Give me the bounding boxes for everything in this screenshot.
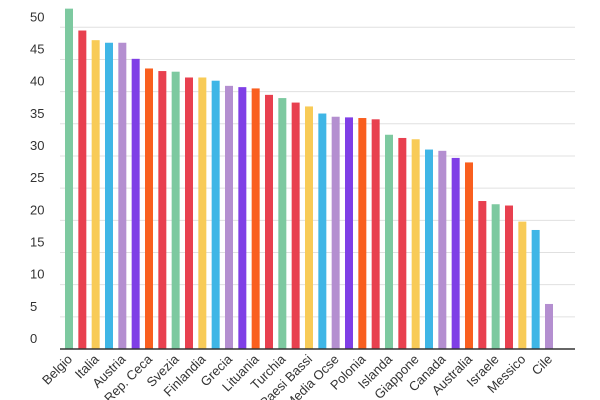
bar: [118, 42, 127, 349]
y-tick-label: 15: [30, 234, 44, 249]
y-tick-label: 20: [30, 202, 44, 217]
bar: [331, 116, 340, 349]
bar: [145, 68, 153, 349]
bar: [278, 98, 287, 349]
bar: [358, 118, 367, 349]
y-tick-label: 30: [30, 138, 44, 153]
bar: [345, 117, 353, 350]
bar: [211, 80, 220, 350]
bar: [425, 149, 433, 349]
bar: [411, 139, 420, 349]
bar: [291, 102, 300, 349]
bar: [478, 201, 487, 349]
bar: [451, 157, 460, 349]
bar: [131, 58, 140, 349]
y-tick-label: 50: [30, 9, 44, 24]
bar: [438, 150, 447, 349]
bar: [171, 71, 180, 349]
y-tick-label: 40: [30, 74, 44, 89]
bar: [505, 205, 513, 349]
bar: [225, 85, 233, 349]
bar: [531, 229, 540, 349]
bar: [105, 42, 113, 349]
bar: [91, 40, 100, 350]
y-tick-label: 35: [30, 106, 44, 121]
bar: [545, 303, 553, 349]
bar: [465, 162, 473, 349]
bar: [491, 204, 500, 349]
bar: [305, 106, 313, 349]
bar: [371, 119, 380, 349]
bar: [265, 94, 273, 349]
bar: [158, 71, 167, 350]
bar: [385, 134, 393, 349]
bar: [398, 137, 407, 349]
y-tick-label: 5: [30, 299, 37, 314]
x-tick-label: Belgio: [39, 352, 75, 388]
y-tick-label: 0: [30, 331, 37, 346]
bar: [78, 30, 87, 350]
bar: [198, 77, 207, 350]
bar: [185, 77, 193, 350]
bar: [251, 88, 260, 349]
y-tick-label: 10: [30, 267, 44, 282]
y-tick-label: 25: [30, 170, 44, 185]
x-tick-label: Cile: [529, 352, 555, 378]
y-tick-label: 45: [30, 41, 44, 56]
bar: [518, 221, 527, 349]
bar: [238, 87, 247, 350]
bar: [318, 113, 327, 349]
bar: [65, 8, 73, 349]
